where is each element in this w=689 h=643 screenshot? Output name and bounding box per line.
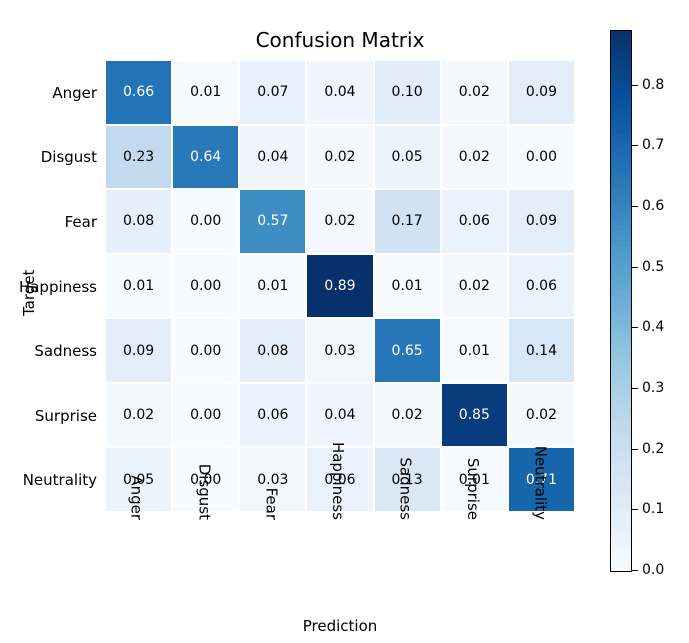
heatmap-ytick: Anger (52, 84, 97, 102)
colorbar-tick-label: 0.0 (642, 562, 664, 578)
heatmap-cell: 0.01 (239, 254, 306, 319)
colorbar-ticks: 0.00.10.20.30.40.50.60.70.8 (632, 30, 689, 570)
heatmap-cell: 0.00 (172, 254, 239, 319)
colorbar-tick-label: 0.3 (642, 380, 664, 396)
heatmap-cell: 0.00 (172, 189, 239, 254)
heatmap-cell: 0.06 (239, 383, 306, 448)
colorbar-tick-label: 0.7 (642, 137, 664, 153)
heatmap-cell: 0.17 (374, 189, 441, 254)
heatmap-cell: 0.14 (508, 318, 575, 383)
heatmap-ytick: Fear (65, 213, 97, 231)
heatmap-xtick: Happiness (330, 442, 348, 520)
heatmap-cell: 0.85 (441, 383, 508, 448)
colorbar (610, 30, 632, 572)
heatmap-cell: 0.02 (441, 125, 508, 190)
heatmap-cell: 0.01 (441, 318, 508, 383)
heatmap-cell: 0.02 (441, 60, 508, 125)
heatmap-cell: 0.89 (306, 254, 373, 319)
heatmap-cell: 0.08 (105, 189, 172, 254)
heatmap-cell: 0.00 (172, 318, 239, 383)
heatmap-cell: 0.00 (172, 383, 239, 448)
heatmap-cell: 0.02 (374, 383, 441, 448)
heatmap-ytick: Neutrality (23, 471, 97, 489)
colorbar-tick-label: 0.4 (642, 319, 664, 335)
heatmap-cell: 0.02 (441, 254, 508, 319)
heatmap-cell: 0.04 (306, 60, 373, 125)
heatmap-cell: 0.66 (105, 60, 172, 125)
heatmap-cell: 0.01 (374, 254, 441, 319)
colorbar-tick-label: 0.2 (642, 441, 664, 457)
heatmap-cell: 0.04 (239, 125, 306, 190)
y-axis-label: Target (20, 270, 38, 316)
heatmap-cell: 0.07 (239, 60, 306, 125)
colorbar-tick-label: 0.8 (642, 77, 664, 93)
heatmap-xtick: Surprise (464, 458, 482, 520)
heatmap-cell: 0.09 (105, 318, 172, 383)
heatmap-cell: 0.01 (105, 254, 172, 319)
heatmap-xtick: Sadness (397, 457, 415, 520)
heatmap-cell: 0.01 (172, 60, 239, 125)
heatmap-xtick: Anger (128, 475, 146, 520)
heatmap-cell: 0.02 (508, 383, 575, 448)
heatmap-cell: 0.02 (306, 125, 373, 190)
heatmap-area: 0.660.010.070.040.100.020.090.230.640.04… (105, 60, 575, 512)
colorbar-tick-label: 0.5 (642, 259, 664, 275)
heatmap-cell: 0.57 (239, 189, 306, 254)
heatmap-xtick: Fear (262, 488, 280, 520)
heatmap-xtick: Neutrality (531, 446, 549, 520)
heatmap-ytick: Disgust (41, 148, 97, 166)
heatmap-ytick: Sadness (34, 342, 97, 360)
heatmap-cell: 0.02 (105, 383, 172, 448)
colorbar-tick-label: 0.6 (642, 198, 664, 214)
colorbar-tick-label: 0.1 (642, 501, 664, 517)
heatmap-cell: 0.06 (441, 189, 508, 254)
heatmap-cell: 0.23 (105, 125, 172, 190)
confusion-matrix-figure: Confusion Matrix 0.660.010.070.040.100.0… (0, 0, 689, 643)
heatmap-cell: 0.04 (306, 383, 373, 448)
heatmap-xtick: Disgust (195, 464, 213, 520)
heatmap-cell: 0.09 (508, 189, 575, 254)
heatmap-cell: 0.10 (374, 60, 441, 125)
chart-title: Confusion Matrix (105, 28, 575, 52)
heatmap-cell: 0.64 (172, 125, 239, 190)
heatmap-cell: 0.05 (374, 125, 441, 190)
heatmap-cell: 0.06 (508, 254, 575, 319)
heatmap-cell: 0.09 (508, 60, 575, 125)
heatmap-cell: 0.03 (306, 318, 373, 383)
heatmap-ytick: Surprise (35, 407, 97, 425)
heatmap-cell: 0.65 (374, 318, 441, 383)
x-axis-label: Prediction (105, 617, 575, 635)
heatmap-cell: 0.00 (508, 125, 575, 190)
heatmap-cell: 0.02 (306, 189, 373, 254)
heatmap-cell: 0.08 (239, 318, 306, 383)
